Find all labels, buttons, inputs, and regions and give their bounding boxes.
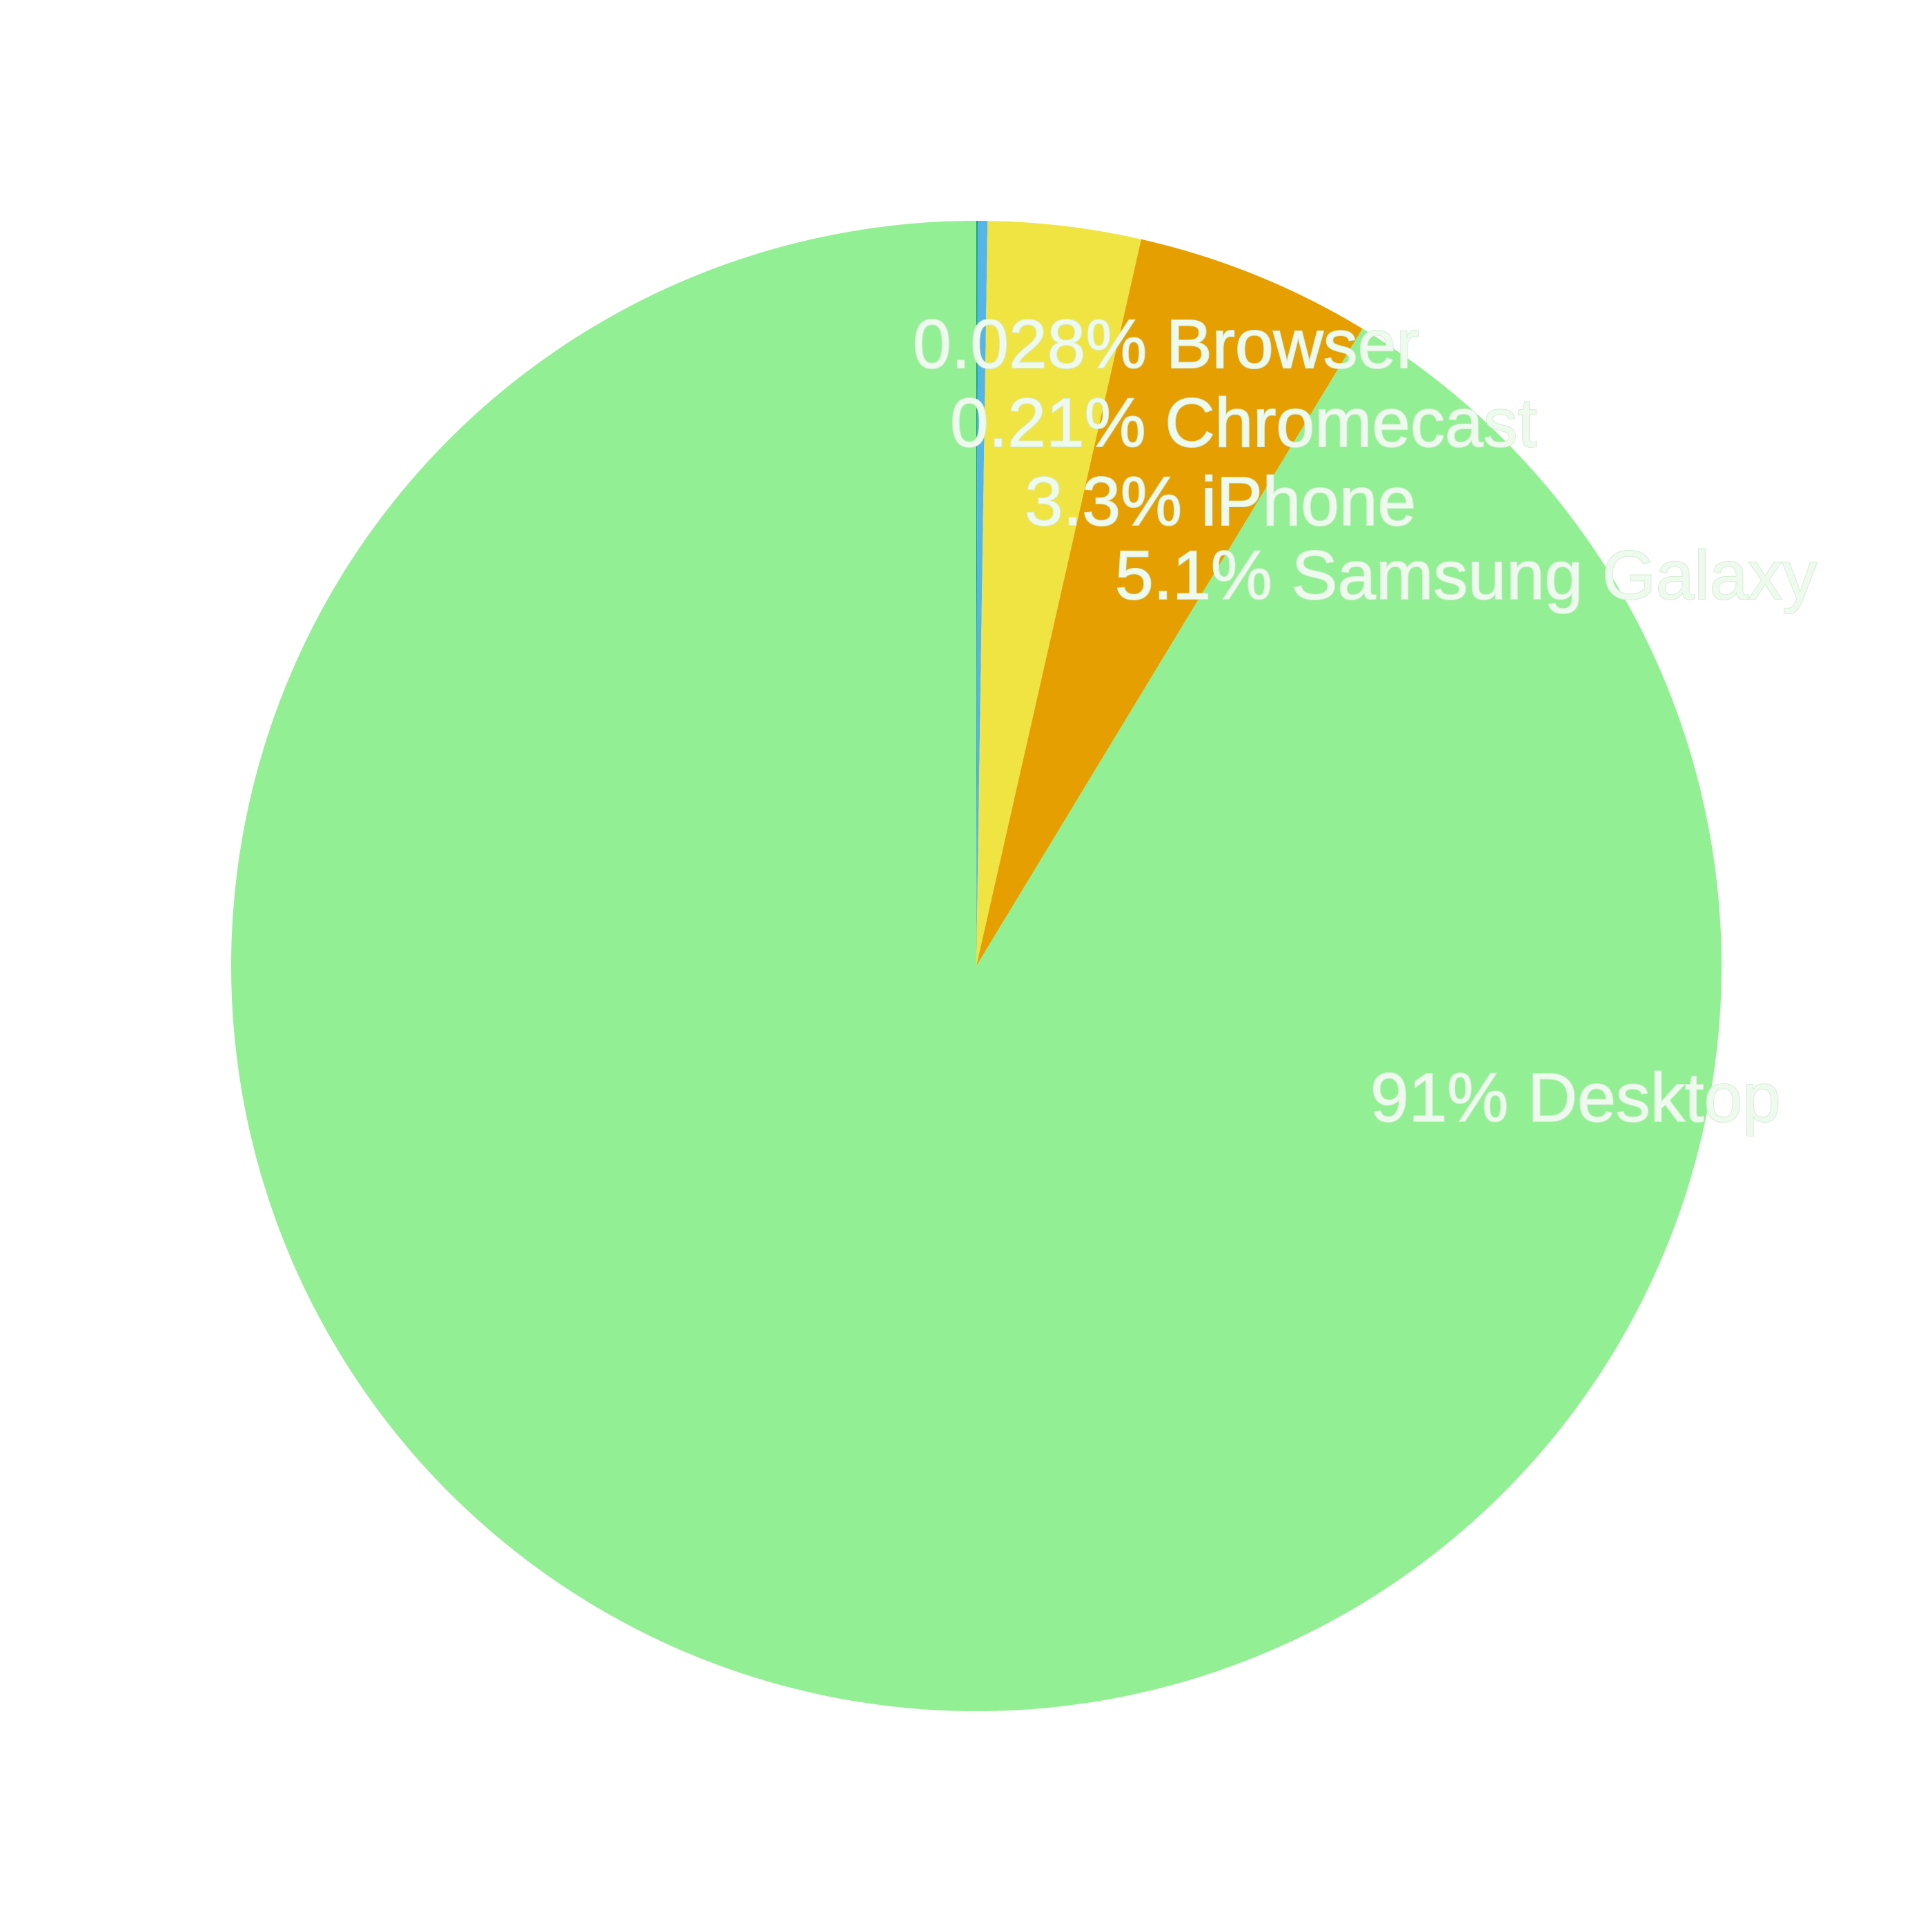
label-browser: 0.028% Browser <box>913 306 1419 383</box>
pie-slice-iphone <box>976 221 1141 967</box>
pie-slices <box>230 221 1722 1711</box>
pie-slice-desktop <box>230 221 1722 1711</box>
label-chromecast: 0.21% Chromecast <box>950 384 1537 462</box>
pie-slice-browser <box>976 221 978 966</box>
label-iphone: 3.3% iPhone <box>1025 463 1416 540</box>
label-desktop: 91% Desktop <box>1370 1059 1781 1136</box>
label-samsung-galaxy: 5.1% Samsung Galaxy <box>1115 537 1817 614</box>
pie-labels: 0.028% Browser 0.21% Chromecast 3.3% iPh… <box>912 305 1817 1137</box>
pie-slice-chromecast <box>976 221 988 966</box>
pie-slice-samsung-galaxy <box>976 239 1363 966</box>
